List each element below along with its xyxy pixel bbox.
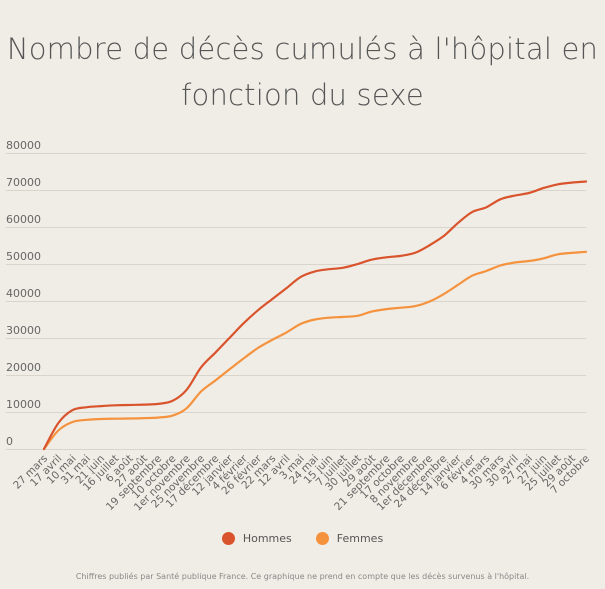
y-tick-label: 10000 [6,398,41,411]
legend-marker-hommes [221,532,235,545]
y-tick-label: 30000 [6,324,41,337]
grid-layer [6,153,586,450]
footnote: Chiffres publiés par Santé publique Fran… [75,572,530,581]
y-tick-label: 80000 [6,139,41,152]
legend-item-femmes[interactable]: Femmes [315,532,384,545]
series-line-femmes [42,250,588,451]
y-tick-label: 50000 [6,250,41,263]
y-tick-label: 20000 [6,361,41,374]
legend-label-femmes: Femmes [336,532,384,545]
line-chart: 0 10000 20000 30000 40000 50000 60000 70000 8000… [6,139,592,513]
legend-label-hommes: Hommes [242,532,292,545]
y-tick-label: 40000 [6,287,41,300]
y-tick-label: 70000 [6,176,41,189]
series-line-hommes [42,180,588,451]
chart-title: Nombre de décès cumulés à l'hôpital en f… [6,32,599,112]
series-layer [42,180,588,451]
y-axis-ticks: 0 10000 20000 30000 40000 50000 60000 70000 8000… [6,139,41,448]
legend: Hommes Femmes [0,532,605,545]
y-tick-label: 0 [6,435,13,448]
legend-marker-femmes [315,532,329,545]
legend-item-hommes[interactable]: Hommes [221,532,292,545]
y-tick-label: 60000 [6,213,41,226]
